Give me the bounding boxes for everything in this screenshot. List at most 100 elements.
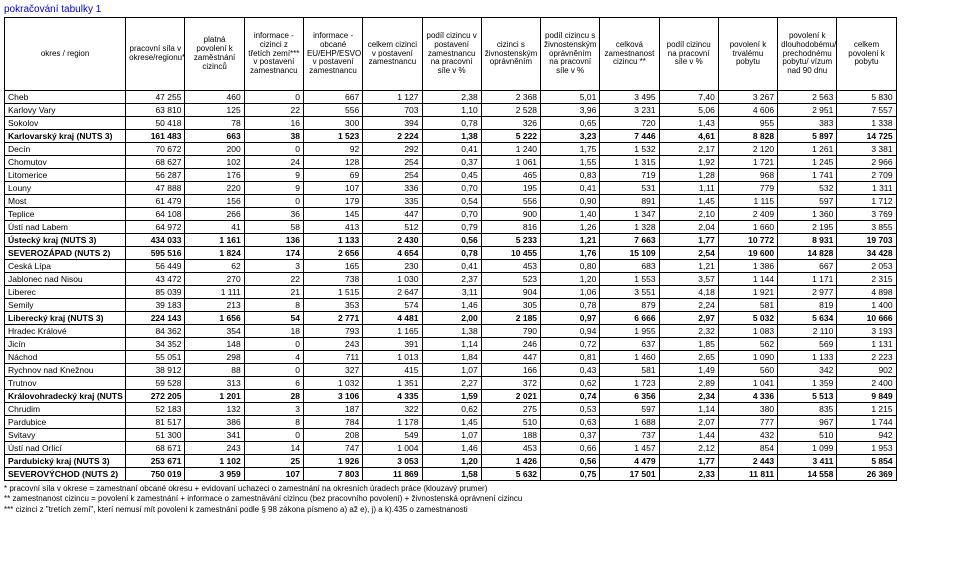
cell-value: 1 111	[185, 286, 244, 299]
cell-value: 2 195	[778, 221, 837, 234]
cell-value: 0	[244, 338, 303, 351]
cell-value: 532	[778, 182, 837, 195]
cell-value: 3,96	[541, 104, 600, 117]
column-header: okres / region	[5, 18, 126, 91]
cell-value: 2,34	[659, 390, 718, 403]
cell-value: 5 632	[481, 468, 540, 481]
cell-value: 176	[185, 169, 244, 182]
cell-value: 0,72	[541, 338, 600, 351]
cell-value: 1 144	[718, 273, 777, 286]
cell-value: 3 106	[303, 390, 362, 403]
cell-value: 3 231	[600, 104, 659, 117]
cell-value: 711	[303, 351, 362, 364]
cell-value: 3 193	[837, 325, 896, 338]
cell-value: 0,65	[541, 117, 600, 130]
cell-value: 2,97	[659, 312, 718, 325]
cell-value: 213	[185, 299, 244, 312]
cell-value: 3 381	[837, 143, 896, 156]
cell-value: 512	[363, 221, 422, 234]
cell-value: 208	[303, 429, 362, 442]
cell-value: 1 041	[718, 377, 777, 390]
cell-value: 465	[481, 169, 540, 182]
cell-value: 188	[481, 429, 540, 442]
cell-value: 10 772	[718, 234, 777, 247]
cell-value: 81 517	[126, 416, 185, 429]
cell-value: 569	[778, 338, 837, 351]
footnote-line: ** zamestnanost cizincu = povolení k zam…	[4, 494, 956, 504]
cell-value: 597	[778, 195, 837, 208]
cell-value: 2,89	[659, 377, 718, 390]
cell-value: 2,33	[659, 468, 718, 481]
row-label: Ceská Lípa	[5, 260, 126, 273]
cell-value: 1,84	[422, 351, 481, 364]
cell-value: 383	[778, 117, 837, 130]
cell-value: 305	[481, 299, 540, 312]
cell-value: 254	[363, 169, 422, 182]
cell-value: 6 666	[600, 312, 659, 325]
cell-value: 22	[244, 273, 303, 286]
cell-value: 19 600	[718, 247, 777, 260]
cell-value: 750 019	[126, 468, 185, 481]
cell-value: 68 627	[126, 156, 185, 169]
cell-value: 266	[185, 208, 244, 221]
cell-value: 447	[363, 208, 422, 221]
cell-value: 719	[600, 169, 659, 182]
cell-value: 4 481	[363, 312, 422, 325]
cell-value: 10 455	[481, 247, 540, 260]
cell-value: 523	[481, 273, 540, 286]
cell-value: 47 888	[126, 182, 185, 195]
table-row: Ústí nad Labem64 97241584135120,798161,2…	[5, 221, 956, 234]
cell-value: 737	[600, 429, 659, 442]
cell-value: 161 483	[126, 130, 185, 143]
cell-value: 5 032	[718, 312, 777, 325]
cell-value: 2,32	[659, 325, 718, 338]
cell-value: 372	[481, 377, 540, 390]
cell-value: 0,83	[541, 169, 600, 182]
cell-value: 3,57	[659, 273, 718, 286]
cell-value: 1,38	[422, 130, 481, 143]
cell-value: 8	[244, 299, 303, 312]
cell-value: 1 338	[837, 117, 896, 130]
cell-value: 510	[778, 429, 837, 442]
cell-value: 5 233	[481, 234, 540, 247]
cell-value: 447	[481, 351, 540, 364]
cell-value: 2 647	[363, 286, 422, 299]
cell-value: 148	[185, 338, 244, 351]
cell-value: 78	[185, 117, 244, 130]
row-label: Most	[5, 195, 126, 208]
cell-value: 3	[244, 403, 303, 416]
cell-value: 7,40	[659, 91, 718, 104]
cell-value: 1 523	[303, 130, 362, 143]
cell-value: 156	[185, 195, 244, 208]
column-header: podíl cizincu v postavení zamestnancu na…	[422, 18, 481, 91]
cell-value: 1 178	[363, 416, 422, 429]
cell-value: 556	[481, 195, 540, 208]
cell-value: 1 824	[185, 247, 244, 260]
cell-value: 9	[244, 169, 303, 182]
column-header: podíl cizincu na pracovní síle v %	[659, 18, 718, 91]
table-row: SEVEROVÝCHOD (NUTS 2)750 0193 9591077 80…	[5, 468, 956, 481]
column-header: celkem cizinci v postavení zamestnancu	[363, 18, 422, 91]
table-row: Teplice64 108266361454470,709001,401 347…	[5, 208, 956, 221]
cell-value: 59 528	[126, 377, 185, 390]
cell-value: 0,97	[541, 312, 600, 325]
cell-value: 1 926	[303, 455, 362, 468]
cell-value: 1,06	[541, 286, 600, 299]
cell-value: 1 351	[363, 377, 422, 390]
cell-value: 0,90	[541, 195, 600, 208]
cell-value: 703	[363, 104, 422, 117]
cell-value: 6 356	[600, 390, 659, 403]
cell-value: 5 830	[837, 91, 896, 104]
cell-value: 562	[718, 338, 777, 351]
table-row: Pardubice81 51738687841 1781,455100,631 …	[5, 416, 956, 429]
cell-value: 50 418	[126, 117, 185, 130]
cell-value: 0,78	[422, 117, 481, 130]
table-row: Liberecký kraj (NUTS 3)224 1431 656542 7…	[5, 312, 956, 325]
cell-value: 967	[778, 416, 837, 429]
cell-value: 55 051	[126, 351, 185, 364]
cell-value: 1 744	[837, 416, 896, 429]
column-header: podíl cizincu s živnostenským oprávněním…	[541, 18, 600, 91]
row-label: Královohradecký kraj (NUTS 3)	[5, 390, 126, 403]
cell-value: 2 224	[363, 130, 422, 143]
cell-value: 1 955	[600, 325, 659, 338]
